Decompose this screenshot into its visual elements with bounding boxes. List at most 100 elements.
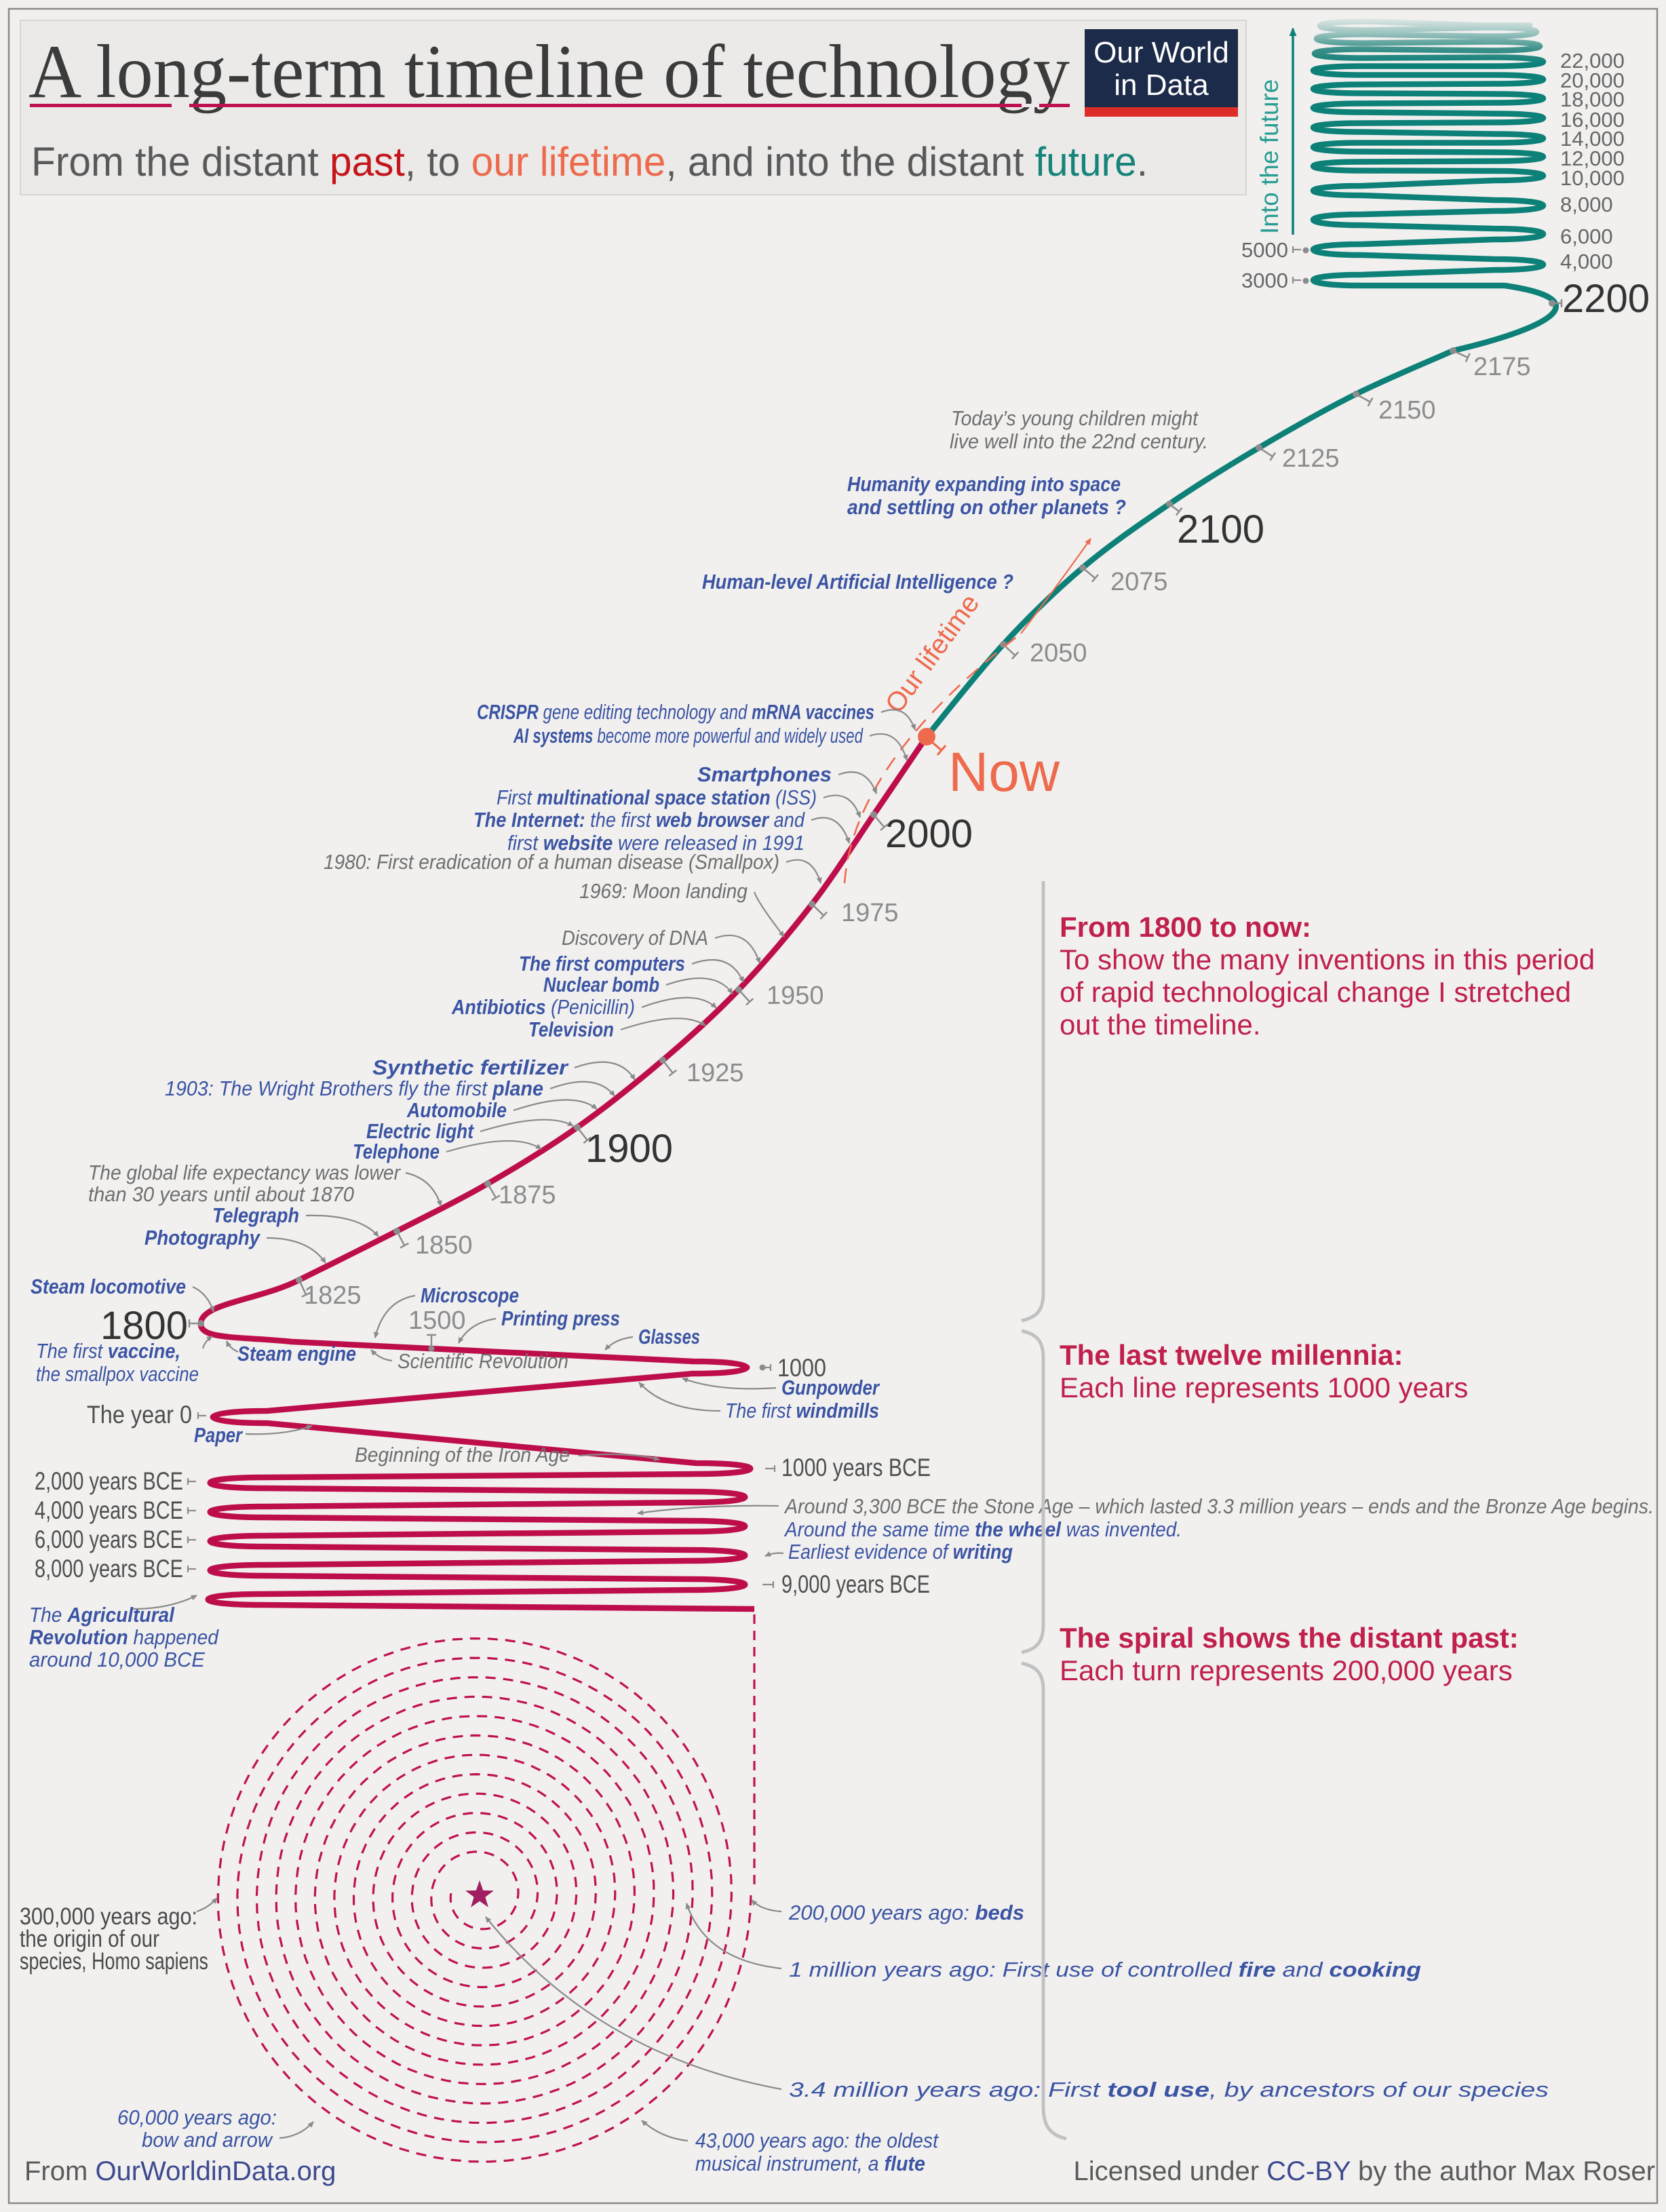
svg-text:Television: Television xyxy=(528,1017,614,1041)
svg-text:out the timeline.: out the timeline. xyxy=(1060,1009,1261,1041)
svg-text:2050: 2050 xyxy=(1030,639,1087,667)
svg-text:live well into the 22nd centur: live well into the 22nd century. xyxy=(950,429,1208,453)
svg-text:The first vaccine,: The first vaccine, xyxy=(36,1339,180,1363)
svg-text:300,000 years ago:: 300,000 years ago: xyxy=(20,1903,197,1930)
svg-text:Steam engine: Steam engine xyxy=(237,1342,356,1365)
svg-text:3.4 million years ago: First t: 3.4 million years ago: First tool use, b… xyxy=(789,2078,1549,2101)
svg-text:The Internet: the first web br: The Internet: the first web browser and xyxy=(473,808,806,832)
svg-text:To show the many inventions in: To show the many inventions in this peri… xyxy=(1060,944,1595,975)
svg-text:8,000 years BCE: 8,000 years BCE xyxy=(35,1555,183,1583)
svg-text:20,000: 20,000 xyxy=(1560,69,1625,92)
svg-text:1850: 1850 xyxy=(415,1231,473,1260)
svg-text:Each line represents 1000 year: Each line represents 1000 years xyxy=(1060,1372,1468,1403)
svg-text:the origin of our: the origin of our xyxy=(20,1926,159,1952)
svg-text:43,000 years ago: the oldest: 43,000 years ago: the oldest xyxy=(695,2129,939,2152)
svg-text:The Agricultural: The Agricultural xyxy=(29,1603,175,1627)
svg-text:1500: 1500 xyxy=(408,1306,466,1335)
svg-text:1950: 1950 xyxy=(767,982,824,1010)
svg-text:2000: 2000 xyxy=(885,812,973,856)
svg-text:1800: 1800 xyxy=(100,1304,188,1348)
svg-text:in Data: in Data xyxy=(1114,69,1209,102)
svg-text:Electric light: Electric light xyxy=(366,1119,474,1143)
svg-text:Steam locomotive: Steam locomotive xyxy=(31,1275,186,1298)
svg-text:first website were released in: first website were released in 1991 xyxy=(507,831,805,855)
svg-text:Automobile: Automobile xyxy=(406,1098,507,1122)
svg-text:10,000: 10,000 xyxy=(1560,166,1625,190)
svg-text:From the distant past, to our: From the distant past, to our lifetime, … xyxy=(31,139,1148,185)
svg-text:than 30 years until about 1870: than 30 years until about 1870 xyxy=(88,1182,354,1206)
svg-text:Humanity expanding into space: Humanity expanding into space xyxy=(847,472,1121,496)
svg-text:1 million years ago: First use: 1 million years ago: First use of contro… xyxy=(789,1958,1421,1981)
svg-text:Discovery of DNA: Discovery of DNA xyxy=(562,926,708,950)
svg-text:16,000: 16,000 xyxy=(1560,108,1625,132)
svg-text:2175: 2175 xyxy=(1473,353,1531,381)
svg-text:2075: 2075 xyxy=(1110,568,1168,596)
svg-text:1825: 1825 xyxy=(304,1281,362,1310)
svg-text:Printing press: Printing press xyxy=(501,1306,620,1330)
svg-text:The spiral shows the distant p: The spiral shows the distant past: xyxy=(1060,1622,1519,1654)
svg-text:2150: 2150 xyxy=(1378,396,1436,425)
svg-text:The first computers: The first computers xyxy=(519,952,685,975)
svg-text:2,000 years BCE: 2,000 years BCE xyxy=(35,1467,183,1495)
svg-text:1000: 1000 xyxy=(777,1354,826,1382)
svg-text:From OurWorldinData.org: From OurWorldinData.org xyxy=(24,2156,336,2186)
svg-text:Into the future: Into the future xyxy=(1256,79,1283,234)
svg-text:Smartphones: Smartphones xyxy=(697,762,832,786)
svg-text:2200: 2200 xyxy=(1562,277,1650,321)
svg-text:4,000 years BCE: 4,000 years BCE xyxy=(35,1496,183,1524)
svg-text:18,000: 18,000 xyxy=(1560,88,1625,111)
svg-text:Each turn represents 200,000 y: Each turn represents 200,000 years xyxy=(1060,1654,1513,1686)
svg-text:Earliest evidence of writing: Earliest evidence of writing xyxy=(788,1540,1013,1564)
svg-text:5000: 5000 xyxy=(1241,238,1288,262)
svg-text:Beginning of the Iron Age: Beginning of the Iron Age xyxy=(355,1443,570,1467)
svg-text:The global life expectancy was: The global life expectancy was lower xyxy=(88,1161,402,1184)
svg-text:1925: 1925 xyxy=(686,1059,744,1087)
svg-text:the smallpox vaccine: the smallpox vaccine xyxy=(36,1362,199,1386)
svg-text:Glasses: Glasses xyxy=(638,1325,700,1348)
svg-text:First multinational space stat: First multinational space station (ISS) xyxy=(497,785,817,809)
svg-text:Now: Now xyxy=(948,741,1060,803)
svg-text:1975: 1975 xyxy=(841,899,899,927)
svg-text:1969: Moon landing: 1969: Moon landing xyxy=(579,879,748,903)
svg-text:From 1800 to now:: From 1800 to now: xyxy=(1060,911,1311,943)
svg-text:3000: 3000 xyxy=(1241,269,1288,292)
svg-text:The first windmills: The first windmills xyxy=(725,1399,879,1422)
svg-text:6,000 years BCE: 6,000 years BCE xyxy=(35,1526,183,1553)
svg-text:4,000: 4,000 xyxy=(1560,250,1613,273)
svg-text:14,000: 14,000 xyxy=(1560,127,1625,151)
svg-text:around 10,000 BCE: around 10,000 BCE xyxy=(29,1648,205,1671)
svg-text:Our World: Our World xyxy=(1093,36,1229,69)
svg-text:Scientific Revolution: Scientific Revolution xyxy=(398,1349,568,1373)
svg-text:Gunpowder: Gunpowder xyxy=(781,1376,880,1399)
svg-text:Paper: Paper xyxy=(194,1423,244,1447)
svg-text:AI systems become more powerfu: AI systems become more powerful and wide… xyxy=(513,724,864,748)
svg-text:A long-term timeline of techno: A long-term timeline of technology xyxy=(28,30,1070,114)
svg-text:Around the same time the wheel: Around the same time the wheel was inven… xyxy=(783,1517,1182,1541)
svg-text:22,000: 22,000 xyxy=(1560,49,1625,73)
svg-text:Microscope: Microscope xyxy=(421,1283,519,1307)
svg-text:bow and arrow: bow and arrow xyxy=(142,2128,273,2152)
svg-text:CRISPR gene editing technology: CRISPR gene editing technology and mRNA … xyxy=(477,700,874,724)
svg-text:1875: 1875 xyxy=(499,1181,556,1209)
svg-text:Photography: Photography xyxy=(144,1226,261,1249)
svg-text:Around 3,300 BCE the Stone Age: Around 3,300 BCE the Stone Age – which l… xyxy=(783,1494,1654,1518)
svg-text:Nuclear bomb: Nuclear bomb xyxy=(543,973,659,996)
svg-text:musical instrument, a flute: musical instrument, a flute xyxy=(695,2152,925,2175)
svg-text:9,000 years BCE: 9,000 years BCE xyxy=(781,1570,930,1598)
svg-text:6,000: 6,000 xyxy=(1560,225,1613,248)
svg-text:60,000 years ago:: 60,000 years ago: xyxy=(117,2106,277,2129)
svg-text:1900: 1900 xyxy=(585,1127,673,1171)
svg-text:1000 years BCE: 1000 years BCE xyxy=(781,1454,931,1481)
svg-text:12,000: 12,000 xyxy=(1560,147,1625,170)
svg-text:of rapid technological change: of rapid technological change I stretche… xyxy=(1060,976,1571,1008)
svg-text:Today’s young children might: Today’s young children might xyxy=(951,406,1199,430)
svg-text:Synthetic fertilizer: Synthetic fertilizer xyxy=(372,1055,569,1079)
svg-text:The year 0: The year 0 xyxy=(87,1401,192,1429)
svg-text:1903: The Wright Brothers fly: 1903: The Wright Brothers fly the first … xyxy=(165,1076,543,1100)
svg-text:Licensed under CC-BY by the au: Licensed under CC-BY by the author Max R… xyxy=(1074,2156,1656,2186)
svg-text:2100: 2100 xyxy=(1177,507,1264,551)
svg-text:Revolution happened: Revolution happened xyxy=(29,1625,220,1649)
svg-text:and settling on other planets: and settling on other planets ? xyxy=(847,495,1126,519)
svg-text:1980: First eradication of a h: 1980: First eradication of a human disea… xyxy=(324,850,779,874)
svg-text:200,000 years ago: beds: 200,000 years ago: beds xyxy=(788,1901,1024,1924)
